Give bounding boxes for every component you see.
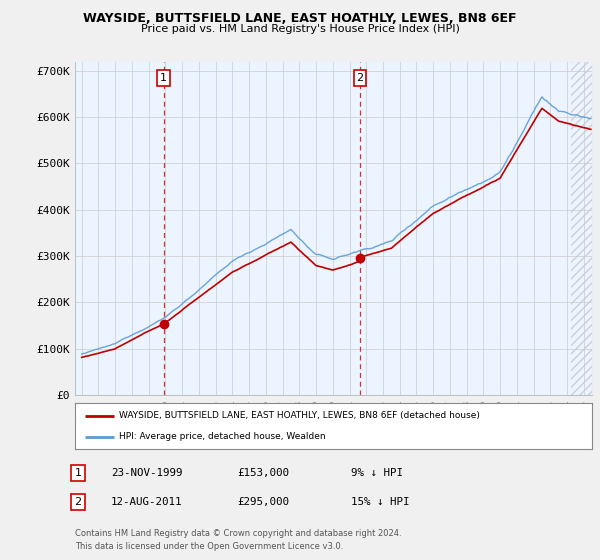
Text: £153,000: £153,000 <box>237 468 289 478</box>
Text: 2: 2 <box>356 73 364 83</box>
Text: WAYSIDE, BUTTSFIELD LANE, EAST HOATHLY, LEWES, BN8 6EF (detached house): WAYSIDE, BUTTSFIELD LANE, EAST HOATHLY, … <box>119 411 480 420</box>
Bar <box>571 62 592 395</box>
Text: WAYSIDE, BUTTSFIELD LANE, EAST HOATHLY, LEWES, BN8 6EF: WAYSIDE, BUTTSFIELD LANE, EAST HOATHLY, … <box>83 12 517 25</box>
Text: Price paid vs. HM Land Registry's House Price Index (HPI): Price paid vs. HM Land Registry's House … <box>140 24 460 34</box>
Text: This data is licensed under the Open Government Licence v3.0.: This data is licensed under the Open Gov… <box>75 542 343 550</box>
Text: £295,000: £295,000 <box>237 497 289 507</box>
Text: 1: 1 <box>74 468 82 478</box>
Text: 1: 1 <box>160 73 167 83</box>
Text: 9% ↓ HPI: 9% ↓ HPI <box>351 468 403 478</box>
Text: 2: 2 <box>74 497 82 507</box>
Text: HPI: Average price, detached house, Wealden: HPI: Average price, detached house, Weal… <box>119 432 326 441</box>
Text: Contains HM Land Registry data © Crown copyright and database right 2024.: Contains HM Land Registry data © Crown c… <box>75 529 401 538</box>
Text: 23-NOV-1999: 23-NOV-1999 <box>111 468 182 478</box>
Text: 15% ↓ HPI: 15% ↓ HPI <box>351 497 409 507</box>
Text: 12-AUG-2011: 12-AUG-2011 <box>111 497 182 507</box>
